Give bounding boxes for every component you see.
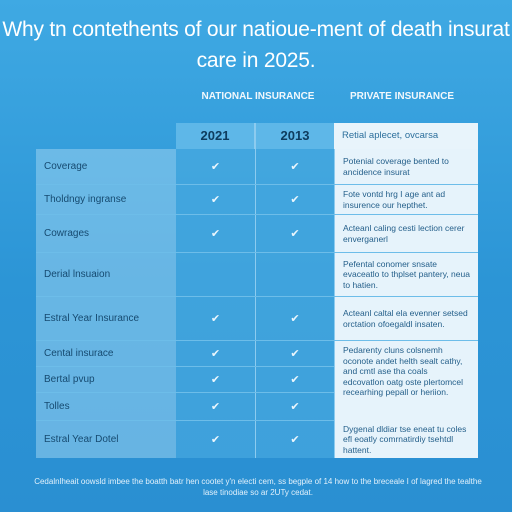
- check-icon: ✔: [176, 421, 255, 458]
- check-icon: ✔: [176, 341, 255, 366]
- row-label: Tholdngy ingranse: [36, 185, 176, 214]
- year-2021-header: 2021: [200, 128, 230, 143]
- footnote: Cedalnlheait oowsld imbee the boatth bat…: [34, 477, 482, 497]
- year-header-bar: 2021 2013: [176, 123, 334, 149]
- private-column-subheader: Retial aplecet, ovcarsa: [334, 123, 478, 149]
- check-cell-empty: [255, 253, 334, 296]
- table-row: Estral Year Insurance ✔ ✔ Acteanl caltal…: [36, 296, 478, 340]
- private-cell: Potenial coverage bented to ancidence in…: [334, 149, 478, 184]
- check-icon: ✔: [255, 341, 334, 366]
- table-body: Coverage ✔ ✔ Potenial coverage bented to…: [36, 149, 478, 458]
- national-insurance-header: NATIONAL INSURANCE: [201, 91, 315, 102]
- check-icon: ✔: [176, 367, 255, 392]
- check-icon: ✔: [255, 393, 334, 420]
- check-icon: ✔: [255, 297, 334, 340]
- private-cell: Acteanl caling cesti lection cerer enver…: [334, 215, 478, 252]
- table-row: Estral Year Dotel ✔ ✔ Dygenal dldiar tse…: [36, 420, 478, 458]
- row-label: Cowrages: [36, 215, 176, 252]
- check-icon: ✔: [176, 215, 255, 252]
- table-row: Derial lnsuaion Pefental conomer snsate …: [36, 252, 478, 296]
- row-label: Cental insurace: [36, 341, 176, 366]
- table-row: Cental insurace ✔ ✔ Pedarenty cluns cols…: [36, 340, 478, 421]
- check-icon: ✔: [255, 215, 334, 252]
- private-cell: Dygenal dldiar tse eneat tu coles efl eo…: [334, 421, 478, 458]
- table-row: Cowrages ✔ ✔ Acteanl caling cesti lectio…: [36, 214, 478, 252]
- check-icon: ✔: [255, 149, 334, 184]
- row-label: Estral Year Dotel: [36, 421, 176, 458]
- row-label: Coverage: [36, 149, 176, 184]
- check-icon: ✔: [255, 185, 334, 214]
- private-cell: Fote vontd hrg I age ant ad insurence ou…: [334, 185, 478, 214]
- check-icon: ✔: [176, 149, 255, 184]
- private-insurance-header: PRIVATE INSURANCE: [349, 91, 455, 102]
- comparison-table: 2021 2013 Retial aplecet, ovcarsa Covera…: [36, 123, 478, 458]
- row-label: Estral Year Insurance: [36, 297, 176, 340]
- check-icon: ✔: [255, 421, 334, 458]
- check-icon: ✔: [176, 297, 255, 340]
- private-cell: Pedarenty cluns colsnemh oconote andet h…: [334, 341, 478, 421]
- row-label: Bertal pvup: [36, 367, 176, 392]
- table-row: Tholdngy ingranse ✔ ✔ Fote vontd hrg I a…: [36, 184, 478, 214]
- check-icon: ✔: [176, 393, 255, 420]
- check-icon: ✔: [255, 367, 334, 392]
- check-cell-empty: [176, 253, 255, 296]
- page-title: Why tn contethents of our natioue-ment o…: [2, 18, 510, 72]
- private-cell: Pefental conomer snsate evaceatlo to thp…: [334, 253, 478, 296]
- private-cell: Acteanl caltal ela evenner setsed orctat…: [334, 297, 478, 340]
- row-label: Derial lnsuaion: [36, 253, 176, 296]
- table-row: Coverage ✔ ✔ Potenial coverage bented to…: [36, 149, 478, 184]
- year-2013-header: 2013: [254, 123, 334, 149]
- row-label: Tolles: [36, 393, 176, 420]
- check-icon: ✔: [176, 185, 255, 214]
